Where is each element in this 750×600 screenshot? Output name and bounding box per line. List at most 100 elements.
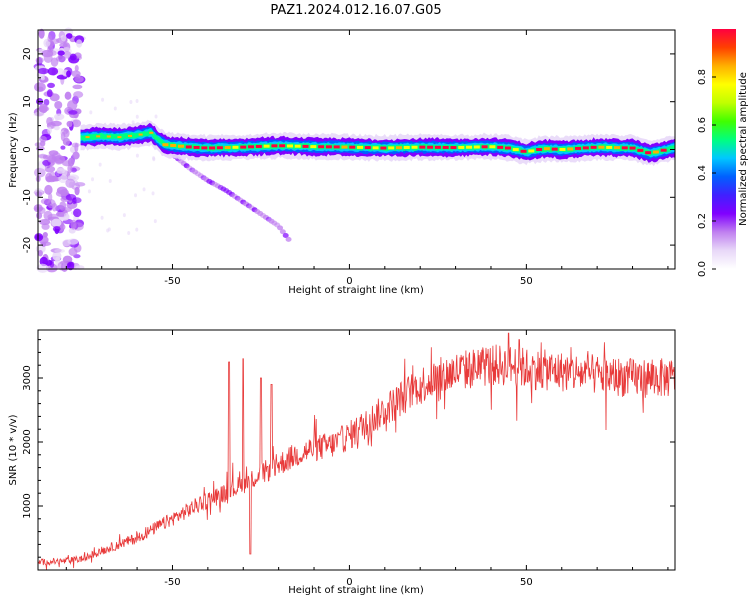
main-ridge-core bbox=[442, 145, 449, 149]
spectrogram-x-label: Height of straight line (km) bbox=[288, 285, 424, 296]
noise-blob bbox=[72, 151, 80, 160]
noise-blob bbox=[53, 125, 60, 131]
noise-blob bbox=[71, 119, 82, 128]
noise-blob bbox=[54, 100, 63, 110]
noise-blob bbox=[107, 227, 111, 232]
main-ridge-core bbox=[411, 145, 418, 149]
noise-blob bbox=[46, 89, 53, 98]
main-ridge-core bbox=[170, 143, 177, 147]
main-ridge-core bbox=[357, 145, 364, 149]
noise-blob bbox=[41, 242, 46, 247]
noise-blob bbox=[40, 198, 51, 205]
main-ridge-core bbox=[224, 146, 231, 150]
noise-blob bbox=[52, 226, 61, 232]
main-ridge-core bbox=[372, 146, 379, 150]
main-ridge-core bbox=[473, 145, 480, 149]
noise-blob bbox=[73, 91, 84, 99]
noise-blob bbox=[69, 53, 77, 61]
main-ridge-core bbox=[450, 146, 457, 150]
noise-blob bbox=[66, 120, 73, 128]
main-ridge-core bbox=[637, 148, 644, 152]
noise-blob bbox=[49, 259, 55, 268]
noise-blob bbox=[35, 57, 44, 64]
noise-blob bbox=[47, 126, 52, 134]
main-ridge-core bbox=[106, 135, 111, 138]
noise-blob bbox=[89, 110, 93, 115]
main-ridge-core bbox=[232, 145, 239, 149]
main-ridge-core bbox=[543, 147, 550, 151]
main-ridge-core bbox=[240, 145, 247, 149]
main-ridge-core bbox=[598, 145, 605, 149]
noise-blob bbox=[108, 179, 112, 184]
main-ridge-core bbox=[255, 144, 262, 148]
noise-blob bbox=[39, 135, 47, 143]
y-tick-label: 10 bbox=[22, 95, 33, 108]
y-tick-label: -10 bbox=[22, 189, 33, 205]
noise-blob bbox=[34, 167, 46, 178]
noise-blob bbox=[55, 55, 66, 62]
noise-blob bbox=[74, 186, 80, 196]
main-ridge-core bbox=[520, 149, 527, 153]
noise-blob bbox=[129, 99, 133, 104]
main-ridge-core bbox=[294, 144, 301, 148]
noise-blob bbox=[47, 82, 55, 89]
noise-blob bbox=[43, 210, 53, 221]
noise-blob bbox=[122, 213, 126, 218]
noise-blob bbox=[38, 105, 50, 112]
secondary-ridge-point bbox=[285, 236, 292, 242]
noise-blob bbox=[71, 70, 81, 78]
spectrogram-y-label: Frequency (Hz) bbox=[8, 112, 19, 188]
noise-blob bbox=[127, 231, 131, 236]
secondary-ridge-point bbox=[279, 229, 286, 235]
main-ridge-core bbox=[466, 145, 473, 149]
noise-blob bbox=[37, 68, 50, 75]
noise-blob bbox=[49, 93, 60, 102]
main-ridge-core bbox=[419, 145, 426, 149]
spectrogram-x-ticks: -50 0 50 bbox=[65, 30, 669, 287]
noise-blob bbox=[60, 145, 66, 150]
main-ridge-core bbox=[325, 145, 332, 149]
noise-blob bbox=[44, 165, 56, 173]
noise-blob bbox=[73, 208, 82, 218]
y-tick-label: 2000 bbox=[22, 429, 33, 454]
main-ridge-core bbox=[660, 148, 667, 152]
noise-blob bbox=[56, 68, 64, 75]
x-tick-label: -50 bbox=[164, 276, 180, 287]
main-ridge-core bbox=[528, 149, 535, 153]
colorbar: 0.0 0.2 0.4 0.6 0.8 Normalized spectral ampl… bbox=[697, 29, 749, 277]
secondary-ridge-point bbox=[277, 225, 284, 231]
noise-blob bbox=[47, 34, 53, 43]
x-tick-label: 50 bbox=[520, 276, 533, 287]
noise-blob bbox=[43, 98, 50, 106]
noise-blob bbox=[72, 84, 83, 90]
noise-blob bbox=[63, 51, 72, 59]
main-ridge-core bbox=[310, 145, 317, 149]
noise-blob bbox=[57, 261, 69, 271]
main-ridge-core bbox=[536, 147, 543, 151]
main-ridge-core bbox=[481, 145, 488, 149]
main-ridge-core bbox=[380, 146, 387, 150]
main-ridge-core bbox=[349, 145, 356, 149]
noise-blob bbox=[37, 86, 44, 92]
y-tick-label: 20 bbox=[22, 48, 33, 61]
noise-blob bbox=[66, 70, 71, 78]
noise-blob bbox=[87, 189, 91, 194]
snr-x-label: Height of straight line (km) bbox=[288, 585, 424, 596]
noise-blob bbox=[59, 42, 68, 48]
main-ridge-core bbox=[395, 146, 402, 150]
noise-blob bbox=[135, 227, 139, 232]
snr-frame bbox=[37, 329, 676, 571]
main-ridge-core bbox=[162, 143, 169, 147]
noise-blob bbox=[39, 218, 51, 226]
noise-blob bbox=[65, 178, 76, 188]
x-tick-label: 50 bbox=[520, 577, 533, 588]
snr-panel: -50 0 50 1000 2000 3000 Height of straight l… bbox=[8, 329, 676, 596]
noise-blob bbox=[44, 184, 53, 195]
noise-blob bbox=[98, 162, 102, 167]
noise-blob bbox=[54, 116, 60, 121]
main-ridge-core bbox=[551, 147, 558, 151]
noise-blob bbox=[151, 191, 155, 196]
main-ridge-core bbox=[209, 146, 216, 150]
main-ridge-core bbox=[559, 147, 566, 151]
main-ridge-core bbox=[504, 146, 511, 150]
